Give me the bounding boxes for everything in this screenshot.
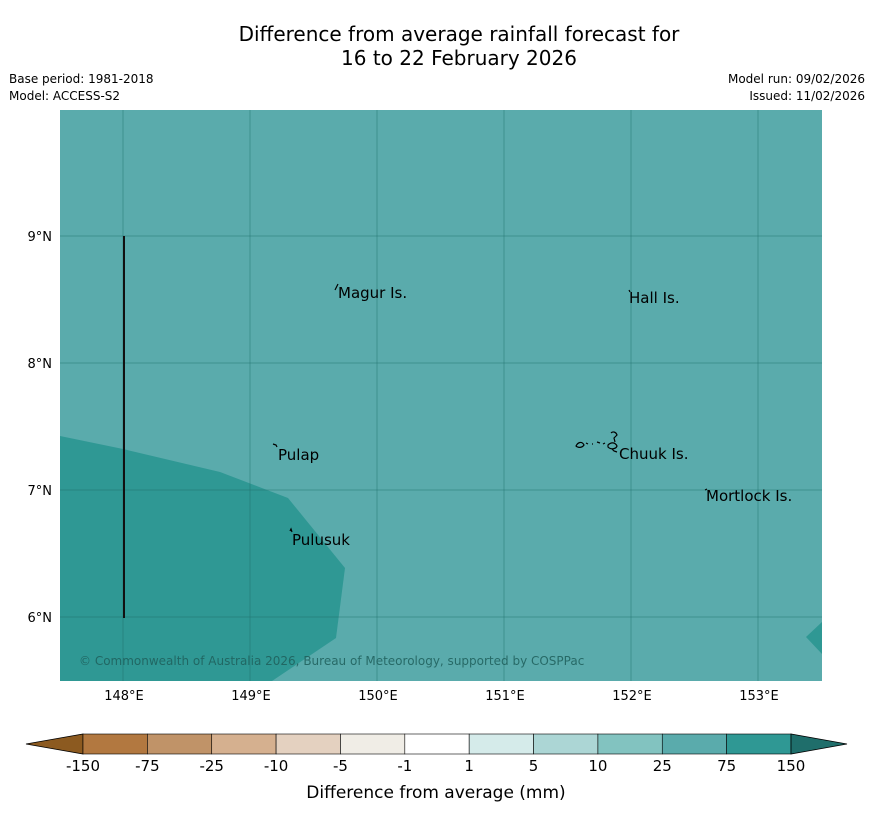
base-period: Base period: 1981-2018 [9, 72, 154, 86]
map-panel: Magur Is. Hall Is. Pulap Chuuk Is. Mortl… [60, 110, 822, 681]
island-pulusuk [289, 527, 293, 533]
island-chuuk [575, 431, 618, 453]
colorbar-tick-label: 1 [464, 757, 474, 775]
colorbar-tick-label: -25 [199, 757, 224, 775]
colorbar-extend-high [790, 733, 848, 755]
colorbar-bin [340, 733, 406, 755]
colorbar-bin [533, 733, 599, 755]
island-mortlock [704, 488, 708, 491]
meta-right: Model run: 09/02/2026 Issued: 11/02/2026 [728, 71, 865, 105]
x-tick-150: 150°E [358, 689, 398, 704]
x-tick-152: 152°E [612, 689, 652, 704]
colorbar-tick-label: 75 [717, 757, 736, 775]
place-label-pulap: Pulap [278, 446, 319, 464]
colorbar-bin [404, 733, 470, 755]
colorbar-bin [147, 733, 213, 755]
colorbar-bin [726, 733, 792, 755]
colorbar-bin [468, 733, 534, 755]
colorbar-bin [597, 733, 663, 755]
colorbar-tick-label: 25 [653, 757, 672, 775]
x-tick-149: 149°E [231, 689, 271, 704]
island-outlines [272, 283, 708, 533]
colorbar-bin [211, 733, 277, 755]
colorbar-tick-label: 10 [588, 757, 607, 775]
y-axis-ticks: 9°N 8°N 7°N 6°N [28, 230, 53, 626]
colorbar-tick-label: 150 [777, 757, 806, 775]
place-label-chuuk: Chuuk Is. [619, 445, 688, 463]
colorbar-bin [82, 733, 148, 755]
colorbar-tick-label: -1 [397, 757, 412, 775]
colorbar-tick-label: 5 [529, 757, 539, 775]
gridlines [60, 110, 822, 681]
colorbar-bin [275, 733, 341, 755]
colorbar [25, 733, 848, 755]
place-label-mortlock: Mortlock Is. [706, 487, 792, 505]
meta-left: Base period: 1981-2018 Model: ACCESS-S2 [9, 71, 154, 105]
x-tick-148: 148°E [104, 689, 144, 704]
x-axis-ticks: 148°E 149°E 150°E 151°E 152°E 153°E [104, 689, 779, 704]
y-tick-7: 7°N [28, 484, 53, 499]
issued-date: Issued: 11/02/2026 [749, 89, 865, 103]
island-magur [334, 283, 339, 291]
island-pulap [272, 443, 278, 448]
x-tick-153: 153°E [739, 689, 779, 704]
title-line-1: Difference from average rainfall forecas… [238, 22, 680, 46]
model-name: Model: ACCESS-S2 [9, 89, 121, 103]
colorbar-tick-label: -5 [333, 757, 348, 775]
model-run: Model run: 09/02/2026 [727, 72, 865, 86]
copyright-notice: © Commonwealth of Australia 2026, Bureau… [79, 654, 584, 668]
title-line-2: 16 to 22 February 2026 [341, 46, 577, 70]
colorbar-bin [661, 733, 727, 755]
colorbar-extend-low [25, 733, 84, 755]
anomaly-region-75-150-right [806, 622, 822, 654]
anomaly-region-75-150 [60, 436, 345, 681]
y-tick-6: 6°N [28, 611, 53, 626]
place-labels: Magur Is. Hall Is. Pulap Chuuk Is. Mortl… [278, 284, 792, 549]
place-label-pulusuk: Pulusuk [292, 531, 350, 549]
colorbar-label: Difference from average (mm) [306, 783, 565, 803]
colorbar-tick-label: -150 [66, 757, 100, 775]
colorbar-tick-label: -75 [135, 757, 160, 775]
island-hall [628, 289, 631, 293]
place-label-hall: Hall Is. [629, 289, 680, 307]
x-tick-151: 151°E [485, 689, 525, 704]
map-title: Difference from average rainfall forecas… [0, 22, 873, 70]
y-tick-8: 8°N [28, 357, 53, 372]
colorbar-tick-label: -10 [264, 757, 289, 775]
y-tick-9: 9°N [28, 230, 53, 245]
place-label-magur: Magur Is. [338, 284, 407, 302]
colorbar-tick-labels: -150 -75 -25 -10 -5 -1 1 5 10 25 75 150 [66, 757, 805, 775]
